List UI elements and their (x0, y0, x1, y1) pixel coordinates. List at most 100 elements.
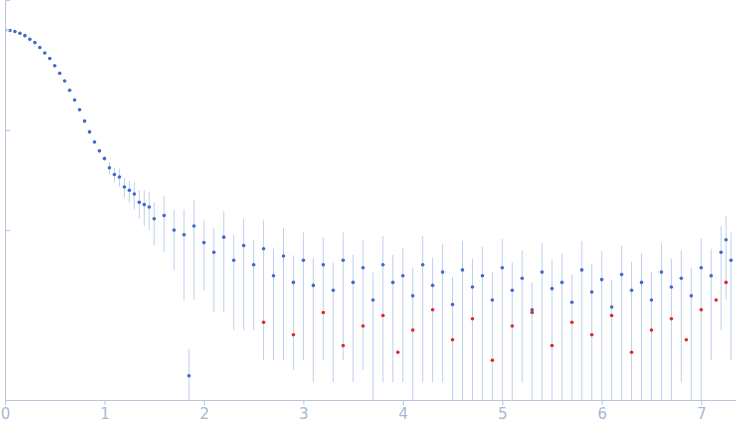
data-point (540, 270, 544, 274)
data-point (560, 281, 564, 285)
error-bar (432, 258, 433, 383)
data-point (172, 228, 176, 232)
data-point (471, 285, 475, 289)
data-point (630, 350, 634, 354)
data-point (312, 284, 316, 288)
error-bar (134, 182, 135, 209)
error-bar (442, 244, 443, 383)
data-point (93, 140, 97, 144)
data-point (361, 266, 365, 270)
data-point (282, 254, 286, 258)
data-point (580, 268, 584, 272)
y-tick (5, 30, 10, 31)
data-point (640, 281, 644, 285)
data-point (461, 268, 465, 272)
data-point (262, 320, 266, 324)
points (262, 281, 728, 362)
data-point (670, 317, 674, 321)
data-point (620, 273, 624, 277)
data-point (441, 270, 445, 274)
error-bar (283, 228, 284, 360)
x-tick-label: 7 (697, 405, 707, 423)
data-point (162, 214, 166, 218)
error-bar (621, 246, 622, 400)
y-tick (5, 130, 10, 131)
data-point (152, 217, 156, 221)
data-point (63, 79, 67, 83)
data-point (684, 338, 688, 342)
data-point (292, 281, 296, 285)
error-bar (363, 240, 364, 370)
data-point (709, 274, 713, 278)
data-point (396, 350, 400, 354)
error-bar (651, 272, 652, 400)
plot-area (5, 28, 733, 400)
data-point (132, 192, 136, 196)
x-axis-line (6, 401, 736, 406)
x-tick-label: 3 (299, 405, 309, 423)
error-bar (233, 235, 234, 330)
error-bar (323, 237, 324, 360)
x-tick: 5 (498, 400, 508, 423)
data-point (341, 344, 345, 348)
error-bar (601, 251, 602, 400)
data-point (471, 317, 475, 321)
error-bar (512, 262, 513, 400)
x-axis: 01234567 (1, 400, 736, 423)
data-point (242, 244, 246, 248)
chart: 01234567 (0, 0, 736, 437)
x-tick: 7 (697, 400, 707, 423)
error-bar (661, 243, 662, 400)
data-point (262, 247, 266, 251)
error-bar (149, 192, 150, 230)
data-point (724, 238, 728, 242)
data-point (451, 338, 455, 342)
data-point (351, 281, 355, 285)
error-bar (422, 236, 423, 382)
data-point (103, 157, 107, 161)
data-point (401, 274, 405, 278)
error-bar (731, 232, 732, 360)
data-point (570, 320, 574, 324)
error-bar (631, 262, 632, 400)
data-point (729, 258, 733, 262)
data-point (137, 200, 141, 204)
data-point (33, 41, 37, 45)
data-point (550, 344, 554, 348)
error-bar (243, 219, 244, 330)
error-bar (253, 240, 254, 330)
error-bar (502, 239, 503, 400)
error-bar (561, 254, 562, 400)
error-bar (542, 243, 543, 400)
data-point (232, 258, 236, 262)
data-point (411, 328, 415, 332)
data-point (272, 274, 276, 278)
data-point (118, 175, 122, 179)
data-point (520, 276, 524, 280)
error-bar (213, 228, 214, 313)
error-bar (591, 264, 592, 400)
data-point (670, 285, 674, 289)
x-tick-label: 1 (100, 405, 110, 423)
data-point (18, 31, 22, 35)
data-point (302, 258, 306, 262)
x-tick: 3 (299, 400, 309, 423)
data-point (88, 130, 92, 134)
data-point (699, 308, 703, 312)
data-point (630, 289, 634, 293)
data-point (83, 119, 87, 123)
data-point (431, 308, 435, 312)
error-bar (372, 272, 373, 400)
data-point (182, 233, 186, 237)
error-bar (144, 190, 145, 226)
data-point (600, 278, 604, 282)
error-bar (721, 226, 722, 330)
error-bar (139, 190, 140, 218)
error-bar (174, 210, 175, 270)
data-point (570, 300, 574, 304)
y-axis-line (6, 1, 11, 401)
data-point (590, 333, 594, 337)
data-point (689, 294, 693, 298)
y-tick (5, 230, 10, 231)
error-bar (532, 282, 533, 400)
